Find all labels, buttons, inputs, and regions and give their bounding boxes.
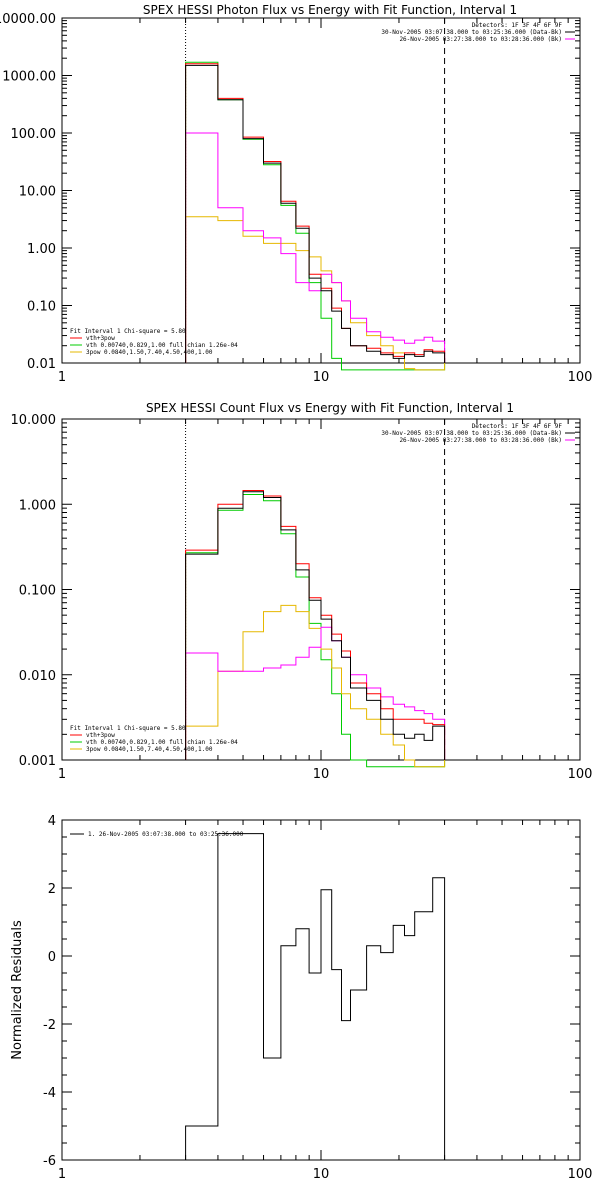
x-tick-label: 100 xyxy=(568,370,593,385)
legend-top-text: 30-Nov-2005 03:07:38.000 to 03:25:36.000… xyxy=(381,430,562,437)
y-tick-label: -2 xyxy=(43,1018,56,1033)
energy-range-markers xyxy=(185,419,446,760)
series-group xyxy=(185,61,446,371)
series-vth-green xyxy=(185,494,446,768)
legend-top-text: 26-Nov-2005 03:27:38.000 to 03:28:36.000… xyxy=(399,36,562,43)
y-tick-label: -4 xyxy=(43,1086,56,1101)
photon-flux-panel: SPEX HESSI Photon Flux vs Energy with Fi… xyxy=(0,3,592,385)
x-tick-label: 1 xyxy=(58,370,66,385)
series-data-black xyxy=(185,491,446,760)
y-tick-label: 0.001 xyxy=(19,754,56,769)
y-tick-label: 4 xyxy=(48,814,56,829)
legend-bottom-text: Fit Interval 1 Chi-square = 5.80 xyxy=(70,328,186,335)
x-tick-label: 10 xyxy=(313,1167,330,1182)
legend-bottom-text: vth 0.00740,0.829,1.00 full chian 1.26e-… xyxy=(86,739,238,746)
series-group xyxy=(185,490,446,768)
legend-bottom-text: vth+3pow xyxy=(86,732,115,739)
y-tick-label: 0.01 xyxy=(27,357,56,372)
y-tick-label: 2 xyxy=(48,882,56,897)
legend-bottom-text: vth 0.00740,0.829,1.00 full chian 1.26e-… xyxy=(86,342,238,349)
x-tick-label: 100 xyxy=(568,1167,593,1182)
y-tick-label: 10.000 xyxy=(11,413,57,428)
legend-bottom-text: Fit Interval 1 Chi-square = 5.80 xyxy=(70,725,186,732)
x-tick-label: 10 xyxy=(313,370,330,385)
chart-title: SPEX HESSI Count Flux vs Energy with Fit… xyxy=(146,401,514,415)
y-tick-label: 0.010 xyxy=(19,669,56,684)
legend-top-left: 1. 26-Nov-2005 03:07:38.000 to 03:25:36.… xyxy=(70,831,244,838)
legend-top-text: 30-Nov-2005 03:07:38.000 to 03:25:36.000… xyxy=(381,29,562,36)
y-tick-label: 100.00 xyxy=(11,127,57,142)
y-tick-label: 0.10 xyxy=(27,300,56,315)
legend-bottom-left: Fit Interval 1 Chi-square = 5.80vth+3pow… xyxy=(70,328,238,356)
legend-top-text: Detectors: 1F 3F 4F 6F 9F xyxy=(472,423,563,430)
legend-text: 1. 26-Nov-2005 03:07:38.000 to 03:25:36.… xyxy=(88,831,244,838)
legend-bottom-text: 3pow 0.0840,1.50,7.40,4.50,400,1.00 xyxy=(86,746,213,753)
legend-top-text: 26-Nov-2005 03:27:38.000 to 03:28:36.000… xyxy=(399,437,562,444)
legend-bottom-text: vth+3pow xyxy=(86,335,115,342)
y-tick-label: 10000.00 xyxy=(0,12,56,27)
x-tick-label: 1 xyxy=(58,767,66,782)
series-3pow-yellow xyxy=(185,604,446,768)
series-data-black xyxy=(185,64,446,363)
series-total-fit-red xyxy=(185,490,446,760)
y-tick-label: 1.000 xyxy=(19,498,56,513)
y-axis: 0.01 0.10 1.00 10.00 100.00 1000.00 10000.00 xyxy=(0,12,580,372)
count-flux-panel: SPEX HESSI Count Flux vs Energy with Fit… xyxy=(11,401,593,782)
x-axis: 1 10 100 xyxy=(58,419,593,782)
legend-bottom-left: Fit Interval 1 Chi-square = 5.80vth+3pow… xyxy=(70,725,238,753)
y-axis: 0.001 0.010 0.100 1.000 10.000 xyxy=(11,413,580,769)
y-tick-label: 1000.00 xyxy=(2,70,56,85)
residuals-panel: Normalized Residuals 4 2 0 -2 -4 -6 1 10 100 1.… xyxy=(10,814,592,1182)
y-tick-label: 1.00 xyxy=(27,242,56,257)
series-background-magenta xyxy=(185,132,446,363)
x-axis: 1 10 100 xyxy=(58,820,593,1182)
y-axis: 4 2 0 -2 -4 -6 xyxy=(43,814,580,1169)
legend-bottom-text: 3pow 0.0840,1.50,7.40,4.50,400,1.00 xyxy=(86,349,213,356)
y-tick-label: 0.100 xyxy=(19,584,56,599)
y-axis-label: Normalized Residuals xyxy=(10,920,25,1060)
residual-series xyxy=(185,833,446,1160)
x-tick-label: 100 xyxy=(568,767,593,782)
residual-histogram xyxy=(185,833,446,1160)
legend-top-text: Detectors: 1F 3F 4F 6F 9F xyxy=(472,22,563,29)
y-tick-label: 0 xyxy=(48,950,56,965)
y-tick-label: -6 xyxy=(43,1154,56,1169)
y-tick-label: 10.00 xyxy=(19,185,56,200)
x-tick-label: 1 xyxy=(58,1167,66,1182)
chart-title: SPEX HESSI Photon Flux vs Energy with Fi… xyxy=(143,3,517,17)
x-tick-label: 10 xyxy=(313,767,330,782)
